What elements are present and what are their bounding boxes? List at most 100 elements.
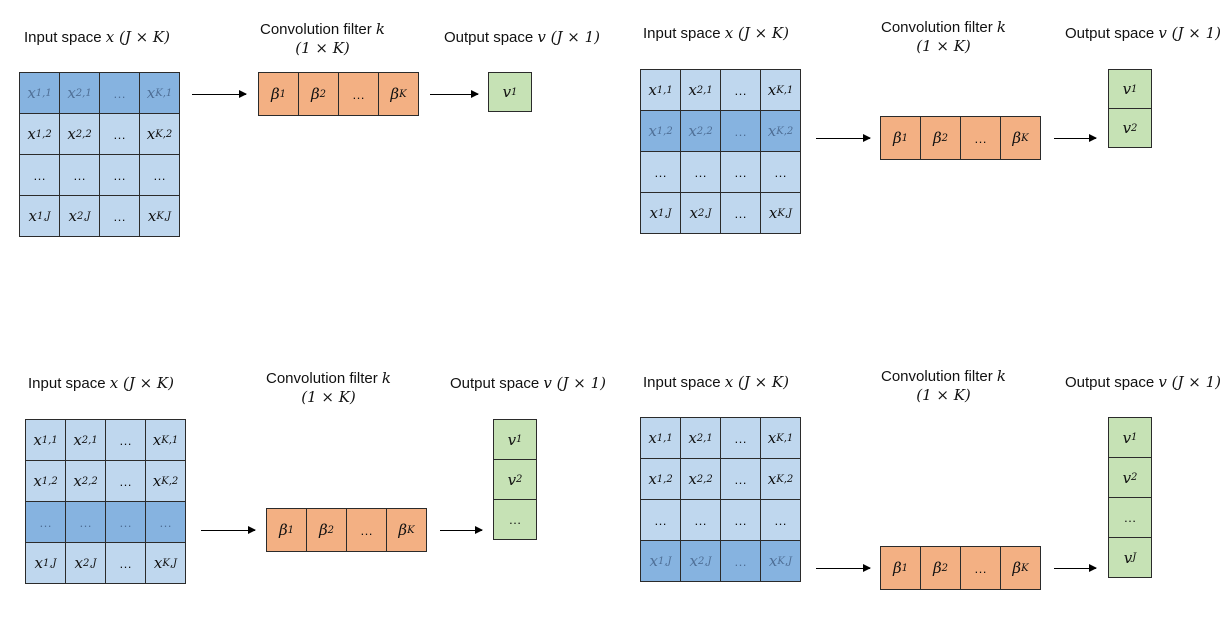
ellipsis-text: …	[113, 167, 126, 183]
symbol-subscript: 2,1	[696, 432, 713, 444]
input-matrix-cell: …	[99, 195, 140, 237]
output-space-title: Output space v (J × 1)	[1065, 373, 1221, 392]
symbol-base: β	[310, 85, 320, 103]
symbol-subscript: 2,2	[696, 125, 713, 137]
symbol-subscript: 1	[1131, 432, 1138, 443]
symbol-base: β	[1012, 129, 1022, 147]
symbol-base: x	[146, 125, 156, 143]
symbol-base: x	[649, 552, 658, 570]
ellipsis-text: …	[694, 164, 707, 180]
symbol-subscript: 2,2	[696, 473, 713, 485]
input-matrix-cell: x K,2	[760, 458, 801, 500]
filter-weight-cell: …	[346, 508, 387, 552]
input-matrix-cell: …	[720, 417, 761, 459]
ellipsis-text: …	[734, 553, 747, 569]
arrow-right-icon	[192, 90, 247, 98]
input-matrix-cell: x 1,J	[19, 195, 60, 237]
ellipsis-text: …	[113, 126, 126, 142]
symbol-base: x	[689, 204, 698, 222]
symbol-base: x	[146, 84, 156, 102]
symbol-subscript: K,1	[776, 432, 794, 444]
input-matrix-cell: …	[680, 499, 721, 541]
symbol-subscript: 1,1	[656, 432, 673, 444]
symbol-base: β	[1012, 559, 1022, 577]
input-matrix-cell: x 1,J	[640, 540, 681, 582]
symbol-base: x	[768, 204, 778, 222]
symbol-base: v	[507, 470, 517, 489]
input-matrix-cell: …	[720, 110, 761, 152]
symbol-base: x	[649, 204, 658, 222]
symbol-subscript: K,1	[776, 84, 794, 96]
symbol-base: β	[270, 85, 280, 103]
filter-title-line1: Convolution filter k	[260, 20, 385, 39]
input-matrix-cell: x 2,1	[59, 72, 100, 114]
input-matrix-cell: …	[720, 499, 761, 541]
symbol-subscript: 2,J	[697, 555, 712, 567]
symbol-base: x	[688, 470, 697, 488]
ellipsis-text: …	[508, 512, 522, 527]
input-space-title: Input space x (J × K)	[643, 373, 789, 392]
symbol-base: x	[648, 81, 657, 99]
symbol-base: x	[73, 472, 82, 490]
filter-title-line1: Convolution filter k	[881, 367, 1006, 386]
ellipsis-text: …	[734, 205, 747, 221]
ellipsis-text: …	[734, 123, 747, 139]
symbol-subscript: K,2	[161, 475, 179, 487]
ellipsis-text: …	[119, 432, 132, 448]
symbol-subscript: 1,2	[41, 475, 58, 487]
ellipsis-text: …	[774, 164, 787, 180]
symbol-base: v	[507, 430, 517, 449]
title-math: v (J × 1)	[1158, 373, 1222, 391]
output-space-title: Output space v (J × 1)	[444, 28, 600, 47]
symbol-subscript: 1,1	[656, 84, 673, 96]
symbol-subscript: 1	[901, 562, 909, 574]
title-math: k	[996, 18, 1006, 36]
input-matrix-cell: …	[720, 458, 761, 500]
input-matrix-cell: x 1,2	[25, 460, 66, 502]
symbol-subscript: K,J	[777, 207, 793, 219]
arrow-right-icon	[816, 134, 871, 142]
symbol-subscript: 2	[516, 474, 523, 485]
symbol-subscript: 1	[901, 132, 909, 144]
filter-title-line2: (1 × K)	[295, 39, 350, 57]
symbol-subscript: 2	[941, 562, 949, 574]
filter-title-line2: (1 × K)	[301, 388, 356, 406]
output-value-cell: …	[1108, 497, 1152, 538]
title-text: Output space	[444, 29, 538, 46]
symbol-base: x	[28, 207, 37, 225]
title-text: Output space	[450, 375, 544, 392]
title-text: Convolution filter	[881, 19, 997, 36]
output-space-title: Output space v (J × 1)	[450, 374, 606, 393]
input-matrix-cell: …	[640, 151, 681, 193]
symbol-base: β	[892, 559, 902, 577]
arrow-right-icon	[440, 526, 483, 534]
output-value-cell: …	[493, 499, 537, 540]
symbol-base: x	[688, 429, 697, 447]
ellipsis-text: …	[734, 82, 747, 98]
symbol-subscript: 1,1	[35, 87, 52, 99]
symbol-subscript: 1,J	[42, 557, 57, 569]
symbol-subscript: J	[1132, 552, 1137, 563]
input-space-title: Input space x (J × K)	[24, 28, 170, 47]
input-matrix-cell: x K,1	[760, 417, 801, 459]
symbol-subscript: K,2	[776, 473, 794, 485]
symbol-base: x	[74, 554, 83, 572]
input-matrix-cell: x 2,J	[65, 542, 106, 584]
symbol-base: v	[502, 83, 512, 101]
filter-weight-cell: …	[338, 72, 379, 116]
title-math: v (J × 1)	[1158, 24, 1222, 42]
symbol-base: x	[768, 552, 778, 570]
symbol-subscript: 1,J	[36, 210, 51, 222]
ellipsis-text: …	[33, 167, 46, 183]
symbol-subscript: 2,J	[82, 557, 97, 569]
